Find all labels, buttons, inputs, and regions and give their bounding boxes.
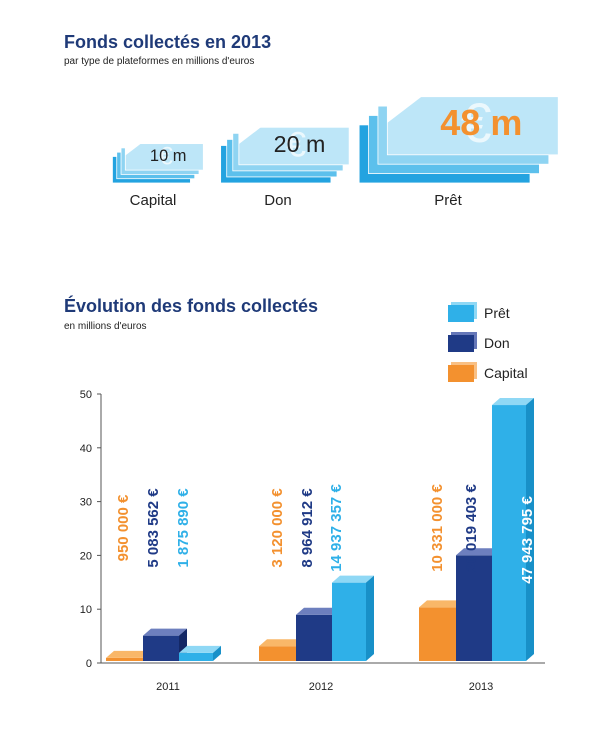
stack-category-label: Prêt (434, 192, 462, 209)
bottom-title: Évolution des fonds collectés (64, 296, 319, 316)
data-label-capital-2012: 3 120 000 € (269, 488, 286, 568)
bar-front (296, 614, 332, 661)
bar-top (179, 645, 221, 653)
x-tick-label: 2012 (309, 681, 333, 693)
legend-item-don: Don (448, 328, 528, 358)
bar-front (106, 657, 146, 661)
x-tick-label: 2011 (156, 681, 180, 693)
bar-side (366, 575, 374, 661)
bottom-subtitle: en millions d'euros (64, 321, 147, 332)
data-label-pret-2012: 14 937 357 € (328, 484, 345, 572)
banknote-corner (387, 96, 422, 123)
euro-watermark-icon: € (461, 92, 492, 154)
banknote-stacks-illustration: €10 m Capital €20 m Don €48 m Prêt (112, 92, 559, 209)
stack-don: €20 m (220, 125, 350, 184)
bar-front (143, 635, 179, 661)
y-tick-label: 10 (80, 604, 92, 616)
top-title: Fonds collectés en 2013 (64, 32, 272, 52)
euro-watermark-icon: € (286, 125, 306, 165)
data-label-capital-2013: 10 331 000 € (429, 484, 446, 572)
bar-front (456, 555, 492, 661)
bar-top (106, 650, 154, 658)
stack-category-label: Capital (130, 192, 177, 209)
stack-amount-label: 10 m (150, 147, 187, 165)
bar-top (492, 398, 534, 406)
legend-label-don: Don (484, 335, 510, 351)
bar-top (456, 548, 500, 556)
bar-front (259, 646, 299, 661)
bar-pret-2012 (332, 575, 374, 661)
data-label-don-2013: 20 019 403 € (463, 484, 480, 572)
bar-don-2011 (143, 628, 187, 661)
bar-front (179, 652, 213, 661)
y-tick-label: 0 (86, 658, 92, 670)
bar-front (332, 582, 366, 661)
banknote-corner (238, 127, 261, 145)
stack-amount-label: 48 m (440, 102, 522, 143)
banknote-layer (238, 126, 350, 166)
y-tick-label: 40 (80, 443, 92, 455)
y-tick-label: 30 (80, 497, 92, 509)
bar-front (492, 405, 526, 661)
y-tick-label: 50 (80, 389, 92, 401)
bar-side (213, 645, 221, 661)
legend-swatch-pret (448, 304, 474, 322)
data-label-pret-2013: 47 943 795 € (519, 496, 536, 584)
data-label-don-2011: 5 083 562 € (145, 488, 162, 568)
legend-label-pret: Prêt (484, 305, 510, 321)
bar-pret-2011 (179, 645, 221, 661)
banknote-layer (386, 96, 559, 156)
legend-swatch-don (448, 334, 474, 352)
stack-prêt: €48 m (358, 92, 559, 184)
stack-amount-label: 20 m (274, 131, 326, 157)
stack-category-label: Don (264, 192, 292, 209)
bar-front (419, 607, 459, 661)
banknote-corner (125, 143, 141, 156)
legend-item-capital: Capital (448, 358, 528, 388)
bar-top (259, 639, 307, 647)
x-tick-label: 2013 (469, 681, 493, 693)
bar-top (296, 607, 340, 615)
data-label-don-2012: 8 964 912 € (299, 488, 316, 568)
bar-top (332, 575, 374, 583)
banknote-layer (124, 143, 204, 171)
y-tick-label: 20 (80, 550, 92, 562)
bar-side (526, 398, 534, 661)
data-label-pret-2011: 1 875 890 € (175, 488, 192, 568)
legend-item-pret: Prêt (448, 298, 528, 328)
data-label-capital-2011: 950 000 € (115, 494, 132, 561)
stack-capital: €10 m (112, 142, 204, 184)
chart-legend: Prêt Don Capital (448, 298, 528, 388)
bar-top (419, 600, 467, 608)
legend-label-capital: Capital (484, 365, 528, 381)
top-subtitle: par type de plateformes en millions d'eu… (64, 56, 255, 67)
legend-swatch-capital (448, 364, 474, 382)
bar-top (143, 628, 187, 636)
bar-pret-2013 (492, 398, 534, 661)
euro-watermark-icon: € (159, 142, 173, 170)
